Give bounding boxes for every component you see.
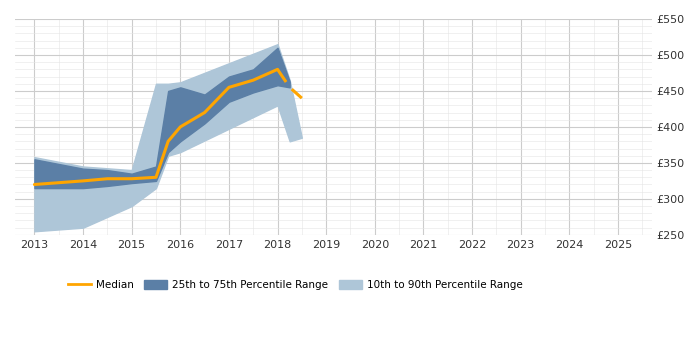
Legend: Median, 25th to 75th Percentile Range, 10th to 90th Percentile Range: Median, 25th to 75th Percentile Range, 1…: [64, 276, 527, 294]
